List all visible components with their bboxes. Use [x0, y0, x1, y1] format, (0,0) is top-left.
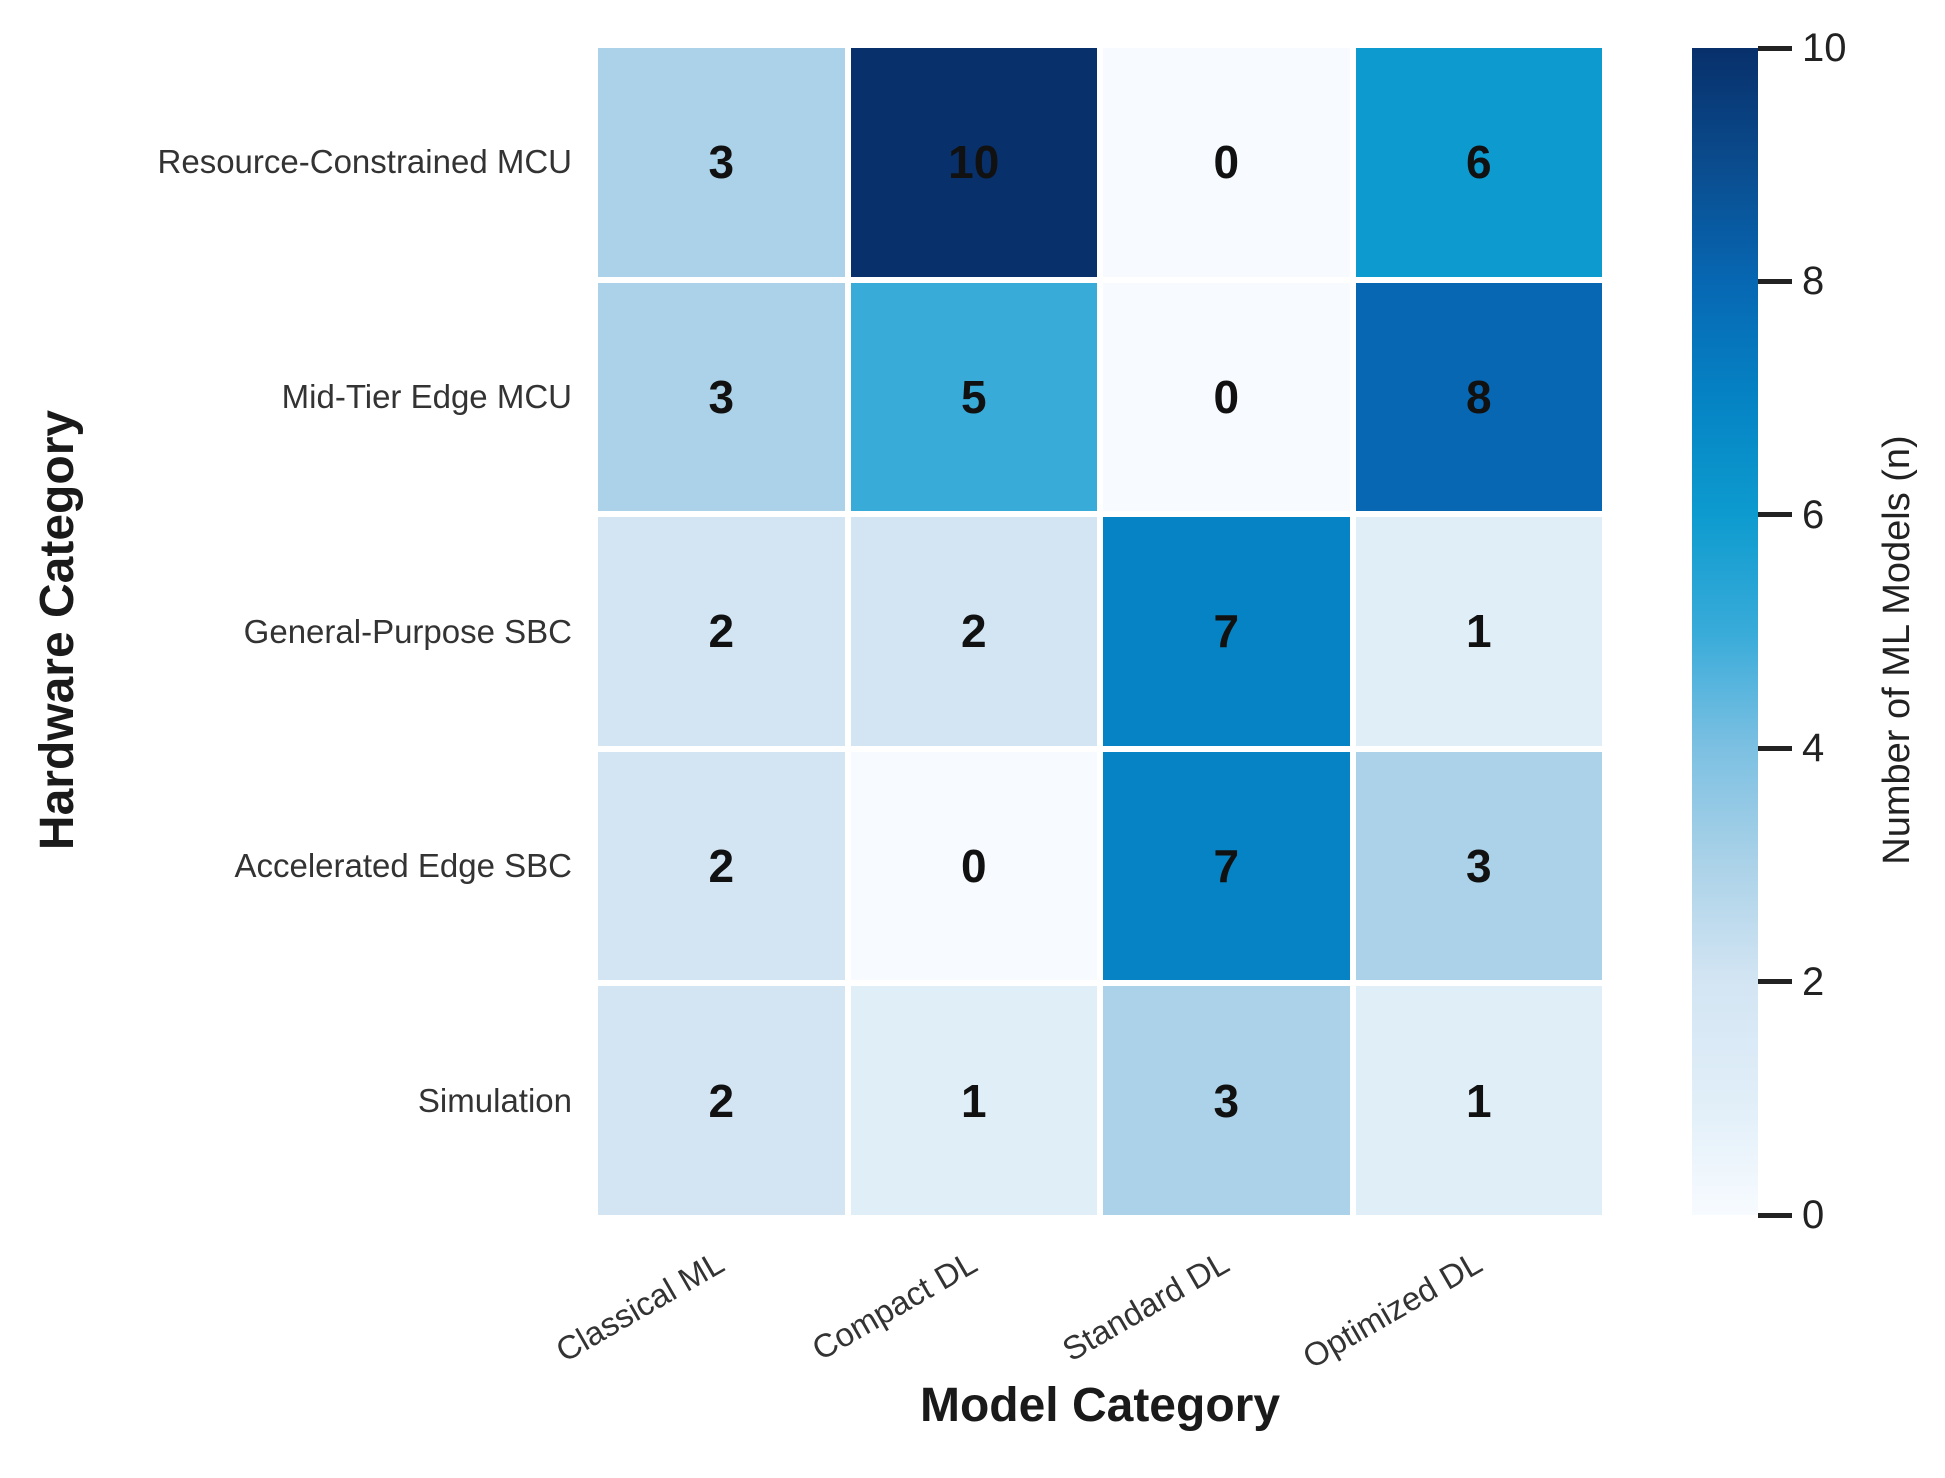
heatmap-cell: 2	[598, 751, 845, 981]
colorbar-tick-mark	[1758, 45, 1792, 51]
y-tick-label: Accelerated Edge SBC	[234, 847, 572, 885]
heatmap-cell: 1	[1355, 517, 1602, 746]
heatmap-cell: 0	[1103, 282, 1350, 512]
heatmap-cell: 2	[598, 986, 845, 1215]
colorbar-tick-label: 0	[1802, 1193, 1825, 1237]
y-tick-label: Mid-Tier Edge MCU	[281, 377, 572, 415]
colorbar-tick-label: 2	[1802, 959, 1825, 1004]
colorbar-tick-label: 4	[1802, 726, 1825, 771]
colorbar-tick-label: 8	[1802, 259, 1825, 304]
heatmap-cell: 2	[850, 517, 1097, 746]
colorbar	[1692, 48, 1758, 1215]
colorbar-axis-label: Number of ML Models (n)	[1876, 435, 1918, 865]
heatmap-cell: 0	[850, 751, 1097, 981]
heatmap-cell: 3	[598, 282, 845, 512]
heatmap-cell: 1	[1355, 986, 1602, 1215]
colorbar-tick-mark	[1758, 512, 1792, 518]
y-tick-label: Simulation	[417, 1081, 572, 1119]
y-tick-label: General-Purpose SBC	[243, 612, 572, 650]
heatmap-cell: 3	[1355, 751, 1602, 981]
colorbar-tick-mark	[1758, 1212, 1792, 1218]
heatmap-cell: 7	[1103, 517, 1350, 746]
heatmap-cell: 1	[850, 986, 1097, 1215]
heatmap-cell: 8	[1355, 282, 1602, 512]
heatmap-cell: 6	[1355, 48, 1602, 277]
colorbar-tick-label: 6	[1802, 492, 1825, 537]
colorbar-tick-mark	[1758, 979, 1792, 985]
heatmap-cell: 7	[1103, 751, 1350, 981]
heatmap-cell: 5	[850, 282, 1097, 512]
y-tick-label: Resource-Constrained MCU	[157, 143, 572, 181]
colorbar-tick-mark	[1758, 278, 1792, 284]
heatmap-cell: 0	[1103, 48, 1350, 277]
heatmap-grid: 3 10 0 6 3 5 0 8 2 2 7 1 2 0 7 3 2 1 3 1	[598, 48, 1602, 1215]
heatmap-cell: 2	[598, 517, 845, 746]
colorbar-tick-mark	[1758, 745, 1792, 751]
heatmap-cell: 10	[850, 48, 1097, 277]
x-axis-title: Model Category	[919, 1379, 1281, 1432]
heatmap-cell: 3	[598, 48, 845, 277]
heatmap-cell: 3	[1103, 986, 1350, 1215]
colorbar-tick-label: 10	[1802, 26, 1847, 70]
